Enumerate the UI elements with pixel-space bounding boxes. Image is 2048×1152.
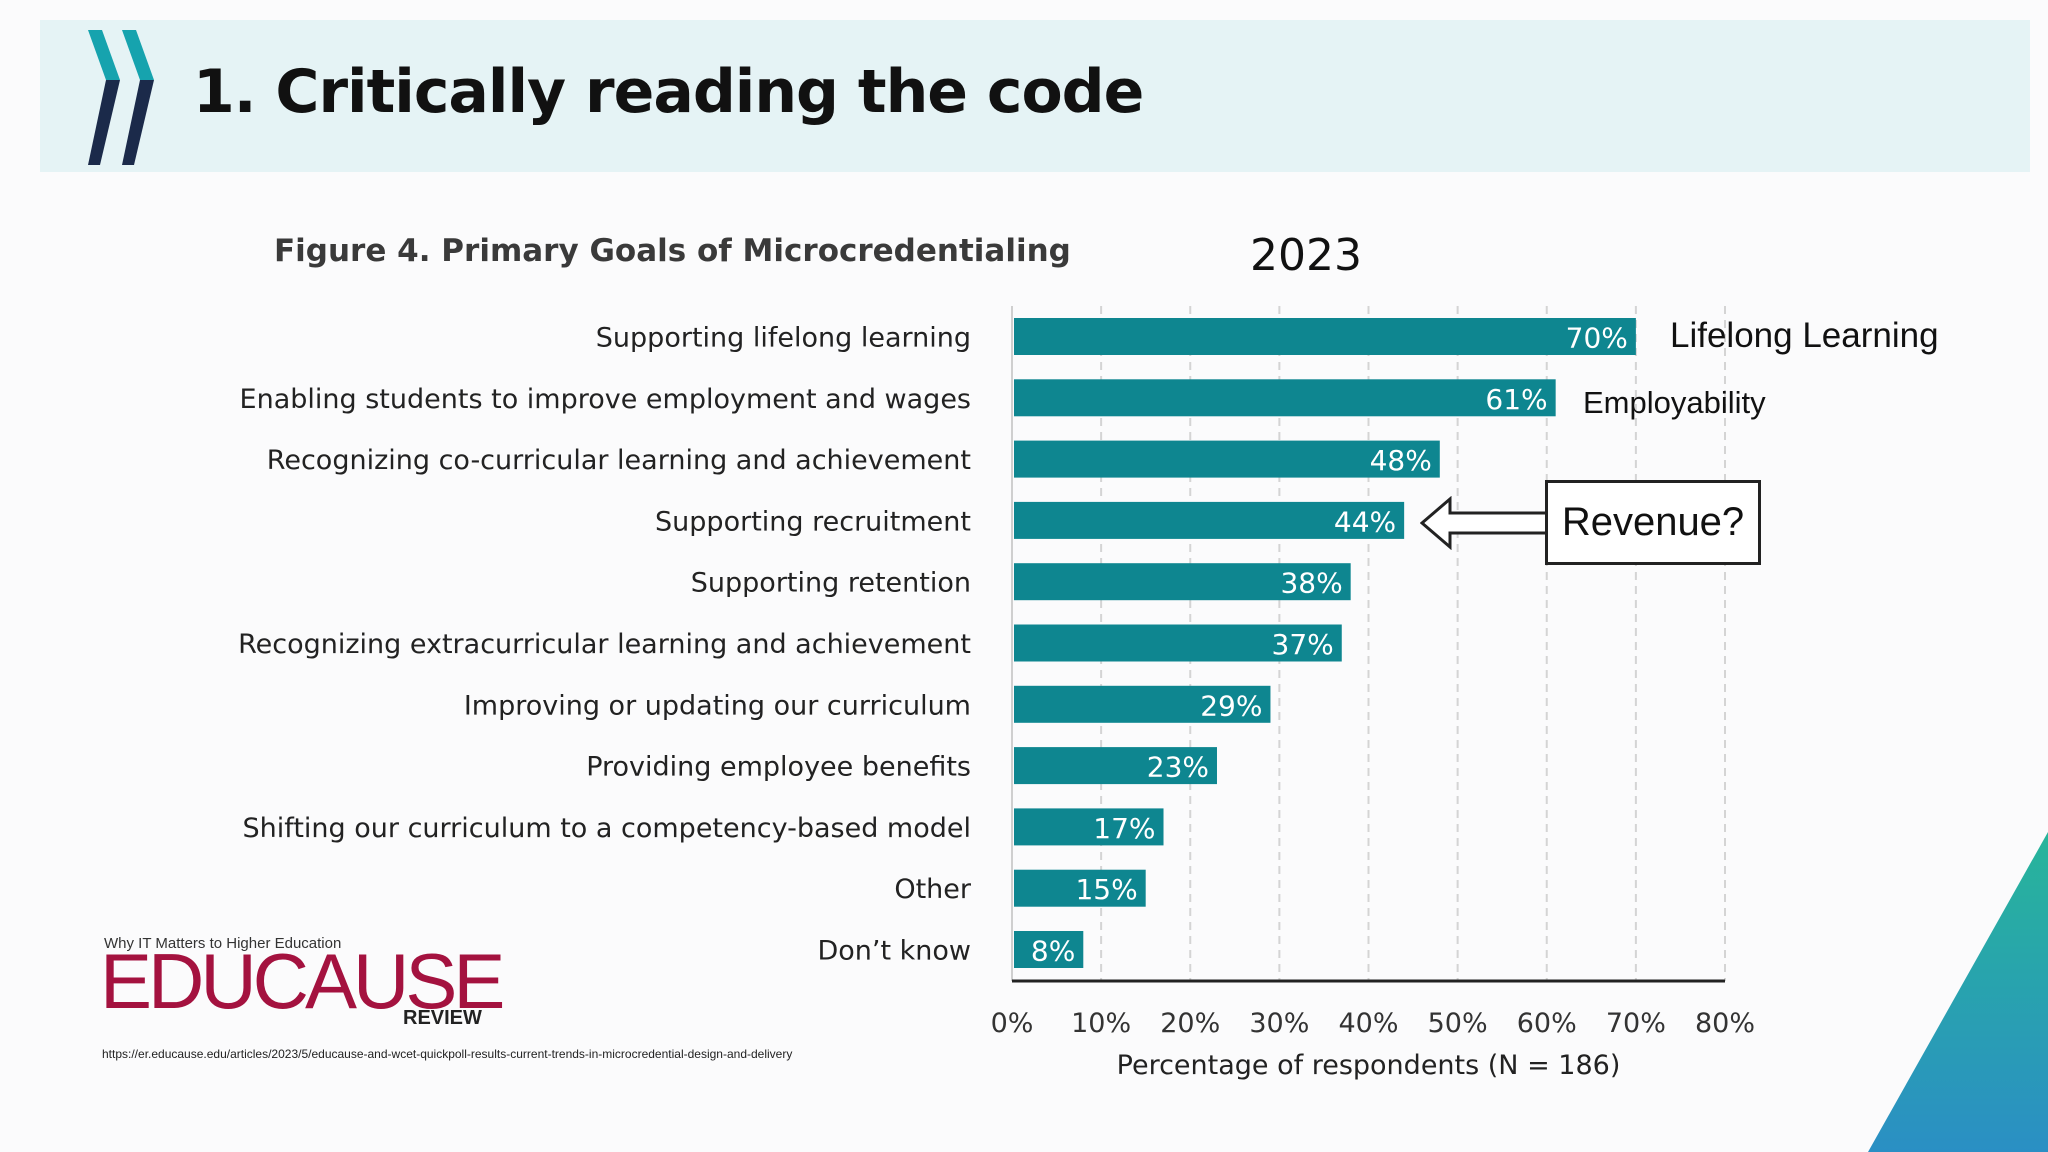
- educause-tagline: Why IT Matters to Higher Education: [104, 935, 342, 952]
- category-label: Providing employee benefits: [586, 752, 971, 783]
- bar: [1014, 501, 1405, 539]
- slide-title: 1. Critically reading the code: [193, 57, 1144, 127]
- source-url-link[interactable]: https://er.educause.edu/articles/2023/5/…: [102, 1047, 793, 1061]
- x-tick-label: 50%: [1428, 1008, 1488, 1039]
- category-label: Supporting retention: [691, 568, 971, 599]
- category-label: Recognizing extracurricular learning and…: [238, 629, 971, 660]
- bar: [1014, 318, 1636, 355]
- x-tick-label: 30%: [1249, 1008, 1309, 1039]
- value-label: 61%: [1485, 383, 1547, 416]
- value-label: 44%: [1334, 505, 1396, 538]
- bar: [1014, 808, 1164, 846]
- educause-review-label: REVIEW: [403, 1007, 482, 1029]
- bar: [1014, 379, 1556, 417]
- x-tick-label: 10%: [1071, 1008, 1131, 1039]
- value-label: 38%: [1280, 567, 1342, 600]
- left-arrow-icon: [1420, 496, 1550, 550]
- x-tick-label: 70%: [1606, 1008, 1666, 1039]
- bar: [1014, 931, 1084, 968]
- value-label: 23%: [1147, 751, 1209, 784]
- x-axis-title: Percentage of respondents (N = 186): [1117, 1050, 1621, 1081]
- annotation-lifelong-learning: Lifelong Learning: [1670, 316, 1939, 355]
- bar: [1014, 685, 1271, 723]
- value-label: 48%: [1370, 444, 1432, 477]
- value-label: 17%: [1093, 812, 1155, 845]
- category-label: Supporting recruitment: [655, 506, 971, 537]
- x-tick-label: 20%: [1160, 1008, 1220, 1039]
- bar: [1014, 563, 1351, 601]
- category-label: Recognizing co-curricular learning and a…: [267, 445, 971, 476]
- bar: [1014, 747, 1217, 785]
- category-label: Other: [894, 874, 972, 905]
- bar: [1014, 624, 1342, 662]
- x-tick-label: 80%: [1695, 1008, 1755, 1039]
- annotation-employability: Employability: [1583, 385, 1766, 420]
- header-band: [40, 20, 2030, 172]
- x-tick-label: 60%: [1517, 1008, 1577, 1039]
- value-label: 70%: [1566, 322, 1628, 355]
- figure-title: Figure 4. Primary Goals of Microcredenti…: [274, 233, 1071, 269]
- bar: [1014, 869, 1146, 907]
- category-label: Supporting lifelong learning: [596, 323, 971, 354]
- chevron-logo-icon: [88, 30, 154, 165]
- value-label: 8%: [1031, 935, 1075, 968]
- category-label: Shifting our curriculum to a competency-…: [243, 813, 971, 844]
- value-label: 15%: [1075, 873, 1137, 906]
- category-label: Improving or updating our curriculum: [464, 690, 971, 721]
- corner-triangle-decoration: [1868, 832, 2048, 1152]
- category-label: Don’t know: [817, 936, 971, 967]
- x-tick-label: 0%: [991, 1008, 1034, 1039]
- value-label: 37%: [1272, 628, 1334, 661]
- year-label: 2023: [1250, 230, 1362, 281]
- bar: [1014, 440, 1440, 478]
- value-label: 29%: [1200, 689, 1262, 722]
- annotation-revenue-text: Revenue?: [1561, 500, 1745, 544]
- category-label: Enabling students to improve employment …: [240, 384, 971, 415]
- educause-logo: EDUCAUSE: [100, 937, 505, 1025]
- annotation-revenue-box: Revenue?: [1545, 480, 1761, 565]
- x-tick-label: 40%: [1338, 1008, 1398, 1039]
